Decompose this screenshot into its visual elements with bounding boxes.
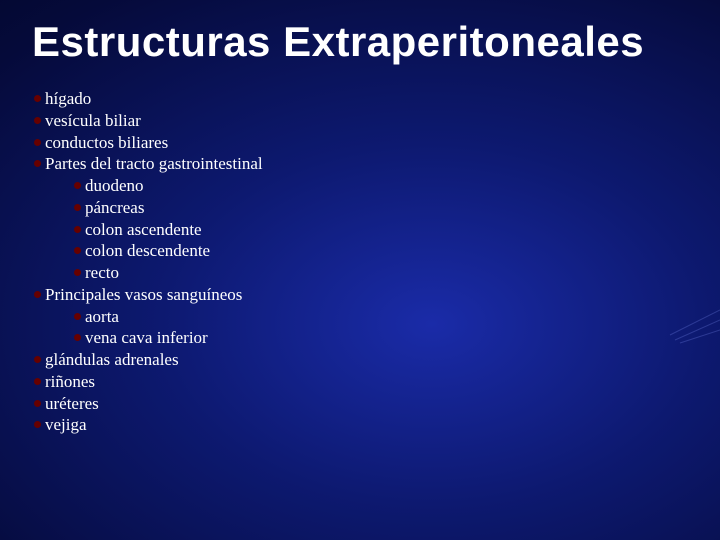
- list-item-text: recto: [85, 262, 119, 284]
- list-item: vena cava inferior: [74, 327, 692, 349]
- list-item-text: conductos biliares: [45, 132, 168, 154]
- list-item-text: Principales vasos sanguíneos: [45, 284, 242, 306]
- bullet-list: hígado vesícula biliar conductos biliare…: [32, 88, 692, 436]
- bullet-icon: [74, 269, 81, 276]
- bullet-icon: [74, 182, 81, 189]
- bullet-icon: [34, 139, 41, 146]
- bullet-icon: [74, 204, 81, 211]
- list-item: vejiga: [34, 414, 692, 436]
- slide-container: Estructuras Extraperitoneales hígado ves…: [0, 0, 720, 540]
- list-item-text: vejiga: [45, 414, 87, 436]
- bullet-icon: [34, 95, 41, 102]
- list-item: uréteres: [34, 393, 692, 415]
- list-item: recto: [74, 262, 692, 284]
- list-item: riñones: [34, 371, 692, 393]
- bullet-icon: [34, 378, 41, 385]
- list-item: colon ascendente: [74, 219, 692, 241]
- bullet-icon: [34, 421, 41, 428]
- list-item-text: páncreas: [85, 197, 144, 219]
- list-item-text: Partes del tracto gastrointestinal: [45, 153, 263, 175]
- list-item: conductos biliares: [34, 132, 692, 154]
- bullet-icon: [74, 247, 81, 254]
- list-item: glándulas adrenales: [34, 349, 692, 371]
- list-item-text: colon ascendente: [85, 219, 202, 241]
- list-item-text: uréteres: [45, 393, 99, 415]
- bullet-icon: [34, 117, 41, 124]
- list-item: Principales vasos sanguíneos: [34, 284, 692, 306]
- list-item-text: aorta: [85, 306, 119, 328]
- bullet-icon: [34, 160, 41, 167]
- list-item: páncreas: [74, 197, 692, 219]
- list-item-text: colon descendente: [85, 240, 210, 262]
- list-item: hígado: [34, 88, 692, 110]
- bullet-icon: [34, 400, 41, 407]
- list-item-text: riñones: [45, 371, 95, 393]
- list-item: aorta: [74, 306, 692, 328]
- list-item: vesícula biliar: [34, 110, 692, 132]
- bullet-icon: [74, 226, 81, 233]
- bullet-icon: [34, 356, 41, 363]
- list-item-text: vena cava inferior: [85, 327, 208, 349]
- bullet-icon: [74, 334, 81, 341]
- bullet-icon: [34, 291, 41, 298]
- list-item-text: hígado: [45, 88, 91, 110]
- list-item: duodeno: [74, 175, 692, 197]
- list-item: colon descendente: [74, 240, 692, 262]
- list-item-text: duodeno: [85, 175, 144, 197]
- list-item-text: vesícula biliar: [45, 110, 141, 132]
- bullet-icon: [74, 313, 81, 320]
- list-item: Partes del tracto gastrointestinal: [34, 153, 692, 175]
- slide-title: Estructuras Extraperitoneales: [32, 18, 692, 66]
- list-item-text: glándulas adrenales: [45, 349, 179, 371]
